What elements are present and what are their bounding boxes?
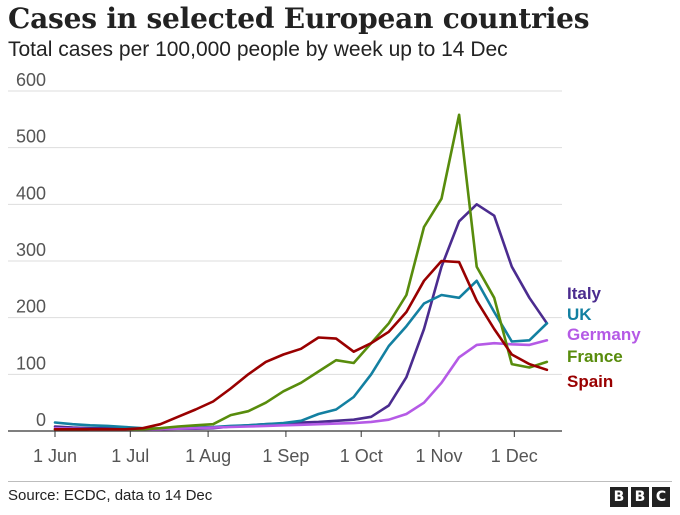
footer-divider — [8, 481, 672, 482]
x-tick-label: 1 Sep — [262, 446, 309, 466]
series-line-uk — [53, 279, 549, 431]
gridlines — [8, 90, 562, 432]
logo-letter: B — [610, 487, 628, 507]
x-tick-label: 1 Jul — [111, 446, 149, 466]
x-tick-label: 1 Oct — [340, 446, 383, 466]
legend-label-france: France — [567, 347, 623, 366]
legend-label-germany: Germany — [567, 325, 641, 344]
y-tick-label: 200 — [16, 297, 46, 317]
series-line-spain — [53, 259, 549, 431]
legend-label-uk: UK — [567, 305, 592, 324]
series-lines — [53, 113, 549, 431]
line-chart: 0 100 200 300 400 500 600 1 Jun 1 Jul 1 Aug 1 Sep… — [8, 70, 641, 466]
legend-label-spain: Spain — [567, 372, 613, 391]
series-line-germany — [53, 338, 549, 431]
x-axis: 1 Jun 1 Jul 1 Aug 1 Sep 1 Oct 1 Nov 1 Dec — [33, 431, 538, 466]
source-note: Source: ECDC, data to 14 Dec — [8, 487, 213, 504]
y-tick-label: 300 — [16, 240, 46, 260]
y-tick-label: 500 — [16, 127, 46, 147]
x-tick-label: 1 Jun — [33, 446, 77, 466]
x-tick-label: 1 Dec — [491, 446, 538, 466]
chart-title: Cases in selected European countries — [8, 2, 590, 35]
x-tick-label: 1 Nov — [415, 446, 462, 466]
y-tick-label: 600 — [16, 70, 46, 90]
logo-letter: C — [652, 487, 670, 507]
y-axis: 0 100 200 300 400 500 600 — [16, 70, 46, 430]
bbc-logo: B B C — [610, 487, 670, 507]
series-line-france — [53, 113, 549, 431]
y-tick-label: 100 — [16, 353, 46, 373]
chart-subtitle: Total cases per 100,000 people by week u… — [8, 38, 508, 61]
x-tick-label: 1 Aug — [185, 446, 231, 466]
y-tick-label: 0 — [36, 410, 46, 430]
y-tick-label: 400 — [16, 183, 46, 203]
legend-label-italy: Italy — [567, 284, 602, 303]
logo-letter: B — [631, 487, 649, 507]
